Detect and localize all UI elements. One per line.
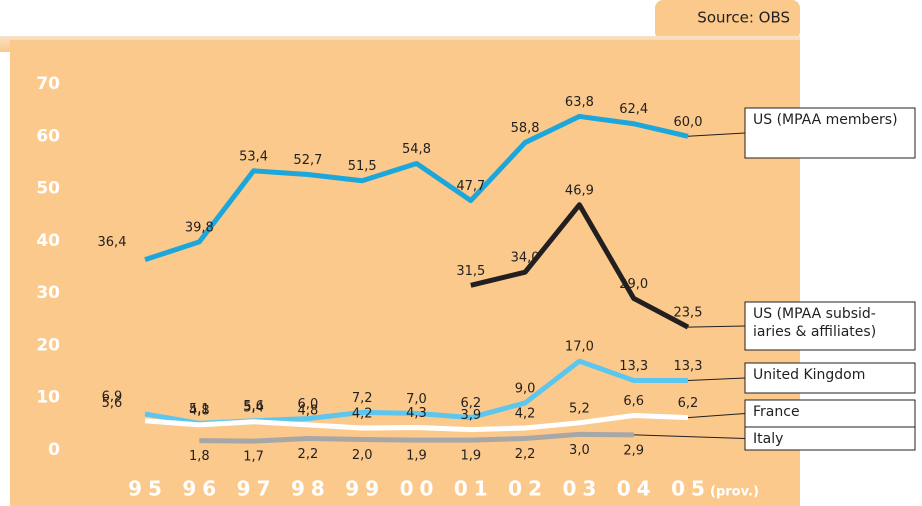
legend-label: United Kingdom xyxy=(753,367,866,383)
y-tick-label: 20 xyxy=(36,335,60,355)
x-note: (prov.) xyxy=(710,485,759,500)
value-label: 2,2 xyxy=(298,447,319,462)
legend-item: US (MPAA members) xyxy=(753,112,898,128)
x-tick-label: 99 xyxy=(345,477,385,501)
value-label: 5,6 xyxy=(243,399,264,414)
legend-label: Italy xyxy=(753,431,784,447)
legend-label: US (MPAA members) xyxy=(753,112,898,128)
value-label: 6,2 xyxy=(460,396,481,411)
value-label: 1,8 xyxy=(189,449,210,464)
value-label: 13,3 xyxy=(619,359,648,374)
value-label: 13,3 xyxy=(674,359,703,374)
value-label: 4,2 xyxy=(352,407,373,422)
value-label: 6,6 xyxy=(623,394,644,409)
value-label: 5,1 xyxy=(189,402,210,417)
value-label: 39,8 xyxy=(185,220,214,235)
y-tick-label: 0 xyxy=(48,440,60,460)
value-label: 1,7 xyxy=(243,450,264,465)
value-label: 3,0 xyxy=(569,443,590,458)
value-label: 6,2 xyxy=(678,396,699,411)
value-label: 5,6 xyxy=(102,396,123,411)
y-tick-label: 50 xyxy=(36,179,60,199)
y-tick-label: 70 xyxy=(36,74,60,94)
value-label: 36,4 xyxy=(98,235,127,250)
x-tick-label: 02 xyxy=(508,477,548,501)
value-label: 58,8 xyxy=(511,121,540,136)
value-label: 7,2 xyxy=(352,391,373,406)
x-tick-label: 01 xyxy=(454,477,494,501)
value-label: 1,9 xyxy=(460,449,481,464)
series-line xyxy=(470,202,690,330)
legend-connector xyxy=(687,377,746,381)
legend-label: France xyxy=(753,404,800,420)
value-label: 7,0 xyxy=(406,392,427,407)
legend-item: France xyxy=(753,404,800,420)
value-label: 9,0 xyxy=(515,381,536,396)
legend-label: US (MPAA subsid-iaries & affiliates) xyxy=(753,306,877,340)
series-line xyxy=(144,412,689,433)
legend-item: US (MPAA subsid-iaries & affiliates) xyxy=(753,306,877,340)
legend-box xyxy=(744,399,916,428)
legend-connector xyxy=(687,325,746,328)
value-label: 52,7 xyxy=(293,153,322,168)
value-label: 4,8 xyxy=(189,403,210,418)
value-label: 53,4 xyxy=(239,149,268,164)
legend-item: Italy xyxy=(753,431,784,447)
value-label: 34,0 xyxy=(511,251,540,266)
value-label: 4,8 xyxy=(298,403,319,418)
value-label: 1,9 xyxy=(406,449,427,464)
legend-box xyxy=(744,362,916,394)
legend-item: United Kingdom xyxy=(753,367,866,383)
y-tick-label: 40 xyxy=(36,231,60,251)
x-tick-label: 97 xyxy=(237,477,277,501)
value-label: 31,5 xyxy=(456,264,485,279)
value-label: 3,9 xyxy=(460,408,481,423)
y-tick-label: 60 xyxy=(36,126,60,146)
source: Source: OBS xyxy=(697,9,790,27)
x-tick-label: 04 xyxy=(617,477,657,501)
x-tick-label: 96 xyxy=(182,477,222,501)
value-label: 4,2 xyxy=(515,407,536,422)
legend-connector xyxy=(633,434,746,439)
y-tick-label: 30 xyxy=(36,283,60,303)
legend-box xyxy=(744,426,916,451)
legend-connector xyxy=(687,132,746,137)
series-line xyxy=(199,431,634,444)
value-label: 5,4 xyxy=(243,400,264,415)
x-tick-label: 98 xyxy=(291,477,331,501)
source-tab xyxy=(655,0,800,40)
value-label: 51,5 xyxy=(348,159,377,174)
value-label: 6,0 xyxy=(298,397,319,412)
value-label: 2,9 xyxy=(623,443,644,458)
x-tick-label: 95 xyxy=(128,477,168,501)
value-label: 60,0 xyxy=(674,115,703,130)
legend-box xyxy=(744,301,916,351)
x-tick-label: 00 xyxy=(400,477,440,501)
legend-box xyxy=(744,107,916,159)
value-label: 29,0 xyxy=(619,277,648,292)
value-label: 47,7 xyxy=(456,179,485,194)
value-label: 2,2 xyxy=(515,447,536,462)
value-label: 54,8 xyxy=(402,142,431,157)
value-label: 2,0 xyxy=(352,448,373,463)
legend-connector xyxy=(687,413,746,419)
value-label: 4,3 xyxy=(406,406,427,421)
series-line xyxy=(144,113,689,263)
value-label: 46,9 xyxy=(565,183,594,198)
value-label: 63,8 xyxy=(565,95,594,110)
y-tick-label: 10 xyxy=(36,388,60,408)
value-label: 62,4 xyxy=(619,102,648,117)
value-label: 6,9 xyxy=(102,389,123,404)
value-label: 17,0 xyxy=(565,340,594,355)
x-tick-label: 03 xyxy=(562,477,602,501)
value-label: 23,5 xyxy=(674,306,703,321)
value-label: 5,2 xyxy=(569,401,590,416)
x-tick-label: 05 xyxy=(671,477,711,501)
